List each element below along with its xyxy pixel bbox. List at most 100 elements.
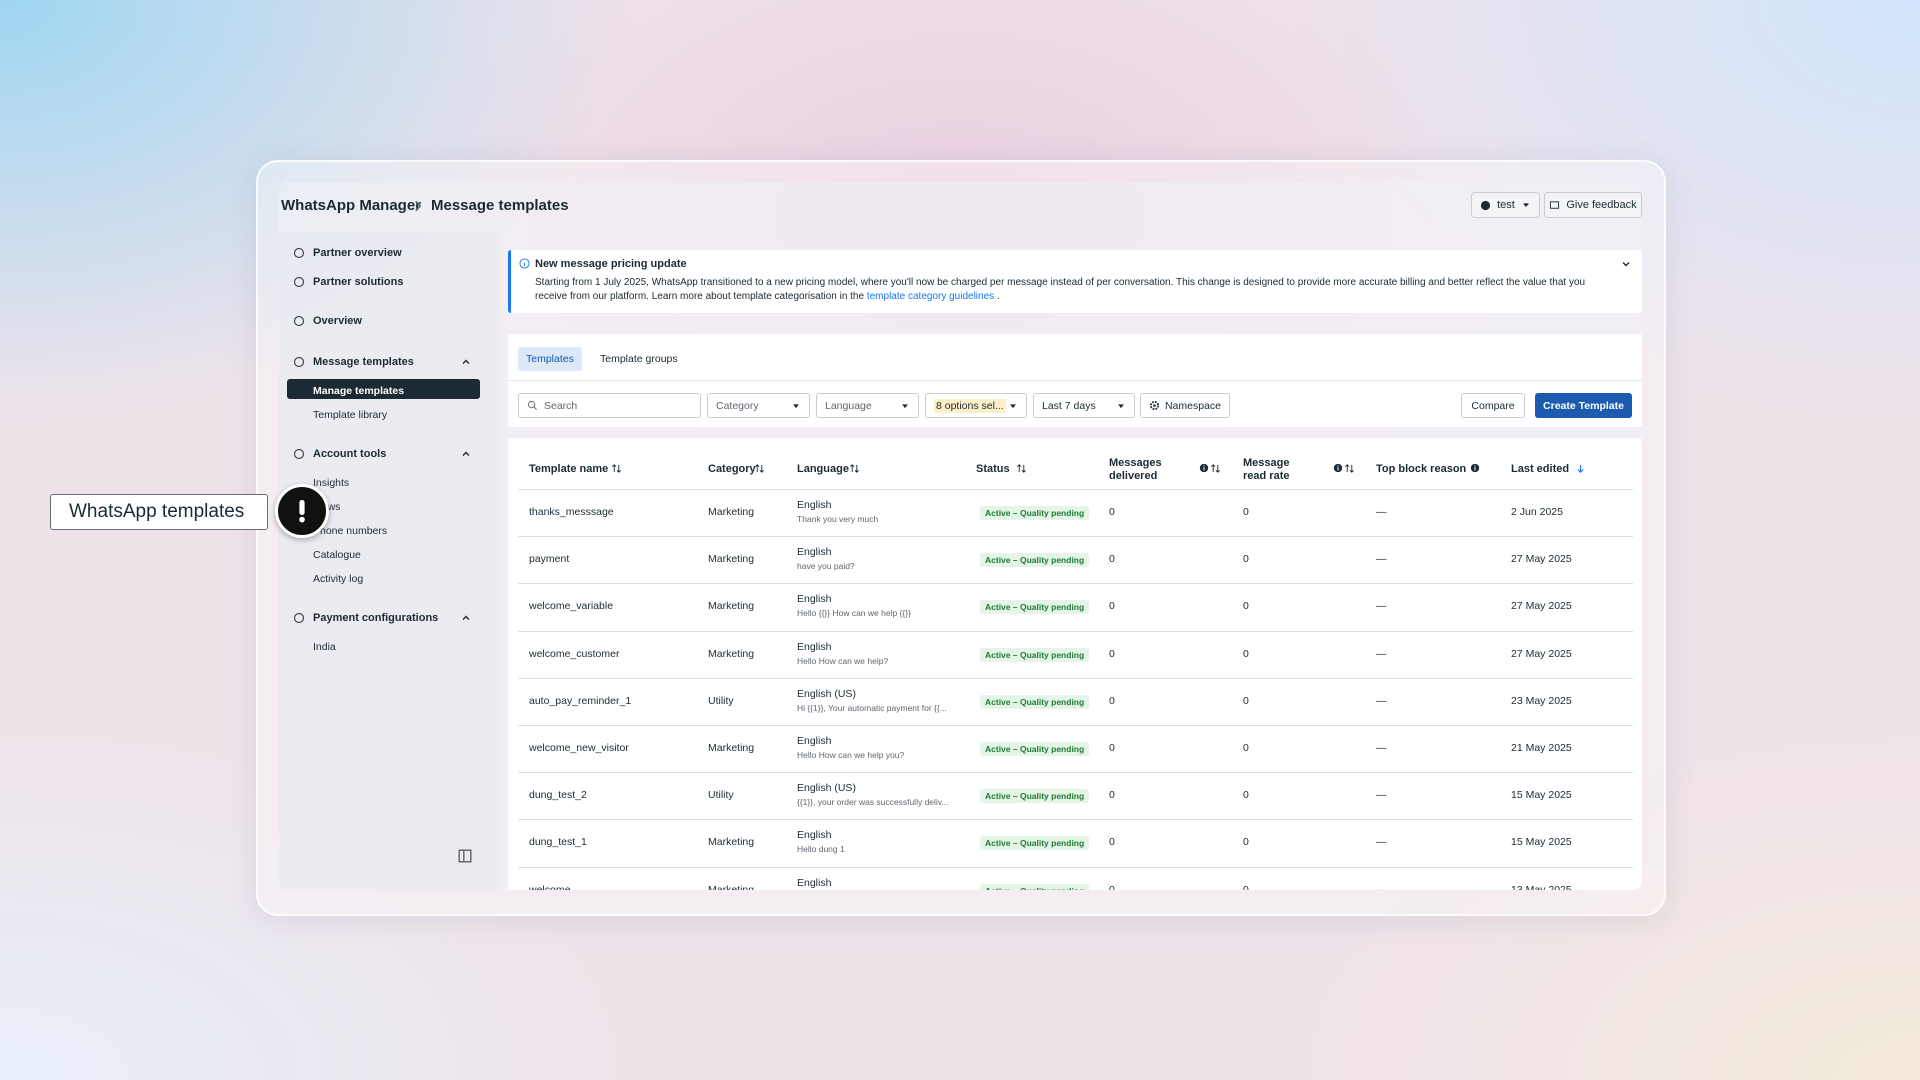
row-divider: [518, 630, 1633, 632]
feedback-icon: [1550, 200, 1560, 209]
nav-item[interactable]: Partner overview: [313, 247, 402, 259]
template-name[interactable]: welcome_variable: [529, 600, 614, 613]
cell: —: [1376, 694, 1387, 707]
cell: 0: [1109, 600, 1115, 613]
filter-dropdown[interactable]: 8 options sel...: [925, 393, 1027, 418]
template-name[interactable]: welcome: [529, 883, 571, 890]
sort-icon: [1345, 464, 1354, 473]
sort-icon: [850, 464, 859, 473]
gear-icon: [1149, 400, 1160, 411]
language: English (US): [797, 782, 856, 795]
cell: 0: [1243, 883, 1249, 890]
language: English: [797, 593, 832, 606]
banner-toggle: [1622, 262, 1630, 267]
section-icon: [293, 448, 305, 460]
nav-subitem[interactable]: Manage templates: [313, 385, 405, 397]
status-badge: Active – Quality pending: [980, 789, 1090, 804]
feedback-button[interactable]: Give feedback: [1544, 192, 1642, 218]
breadcrumb-separator: [415, 200, 422, 212]
exclamation: [299, 500, 305, 523]
nav-subitem[interactable]: Template library: [313, 409, 388, 421]
section-title[interactable]: Payment configurations: [313, 612, 439, 624]
row-divider: [518, 489, 1633, 490]
template-name[interactable]: auto_pay_reminder_1: [529, 694, 632, 707]
cell: Marketing: [708, 600, 755, 613]
template-preview: Hi {{1}}, Your automatic payment for {{.…: [797, 702, 947, 713]
nav-subitem[interactable]: India: [313, 641, 336, 653]
create-template-button[interactable]: Create Template: [1535, 393, 1632, 418]
filter-label: Last 7 days: [1042, 399, 1096, 412]
collapse-sidebar-icon: [458, 849, 472, 863]
cell: 15 May 2025: [1511, 836, 1572, 849]
tab[interactable]: Template groups: [600, 353, 678, 365]
nav-item[interactable]: Overview: [313, 315, 362, 327]
caret: [902, 403, 908, 408]
cell: —: [1376, 883, 1387, 890]
tab-active[interactable]: Templates: [518, 347, 582, 371]
cell: 15 May 2025: [1511, 789, 1572, 802]
column-header[interactable]: Top block reason: [1376, 463, 1467, 475]
nav-subitem[interactable]: Activity log: [313, 573, 364, 585]
sort-icon: [755, 464, 764, 473]
template-name[interactable]: dung_test_1: [529, 836, 587, 849]
filter-dropdown[interactable]: Language: [816, 393, 919, 418]
sort-icon: [1017, 464, 1026, 473]
language: English: [797, 499, 832, 511]
template-preview: Hello How can we help you?: [797, 750, 905, 760]
column-header[interactable]: Messages delivered: [1109, 457, 1162, 482]
nav-subitem[interactable]: Catalogue: [313, 549, 361, 561]
cell: 0: [1109, 836, 1115, 849]
section-title[interactable]: Account tools: [313, 448, 387, 460]
template-preview: have you paid?: [797, 561, 855, 572]
nav-subitem[interactable]: Phone numbers: [313, 525, 388, 537]
templates-table: Template name Category Language Status Messa…: [508, 438, 1642, 890]
account-selector[interactable]: test: [1471, 192, 1540, 218]
column-header[interactable]: Status: [976, 463, 1010, 475]
search-placeholder: Search: [544, 399, 578, 412]
section-title[interactable]: Message templates: [313, 356, 414, 368]
filter-label: 8 options sel...: [934, 398, 1006, 413]
template-name[interactable]: welcome_new_visitor: [529, 742, 629, 754]
column-header[interactable]: Template name: [529, 463, 609, 475]
column-header[interactable]: Language: [797, 463, 849, 475]
template-name[interactable]: payment: [529, 553, 570, 566]
language: English: [797, 735, 832, 747]
row-divider: [518, 866, 1633, 868]
language: English: [797, 829, 832, 842]
filter-dropdown[interactable]: Last 7 days: [1033, 393, 1135, 418]
namespace-button[interactable]: Namespace: [1140, 393, 1230, 418]
status-badge: Active – Quality pending: [980, 553, 1090, 568]
cell: Marketing: [708, 742, 755, 754]
template-name[interactable]: thanks_messsage: [529, 506, 614, 518]
template-name[interactable]: welcome_customer: [529, 647, 620, 660]
column-header[interactable]: Category: [708, 463, 756, 475]
column-header[interactable]: Message read rate: [1243, 457, 1290, 482]
nav-item[interactable]: Partner solutions: [313, 276, 404, 288]
sort-icon: [612, 464, 621, 473]
column-header[interactable]: Last edited: [1511, 463, 1570, 475]
template-preview: Hello dung 1: [797, 844, 845, 855]
template-name[interactable]: dung_test_2: [529, 789, 587, 802]
cell: 0: [1243, 553, 1249, 566]
info-icon: [1470, 463, 1480, 473]
cell: Marketing: [708, 553, 755, 566]
compare-button[interactable]: Compare: [1461, 393, 1525, 418]
info-icon: [1333, 463, 1343, 473]
search-icon: [527, 400, 537, 410]
cell: 0: [1109, 789, 1115, 802]
filter-dropdown[interactable]: Category: [707, 393, 810, 418]
status-badge: Active – Quality pending: [980, 647, 1090, 662]
info-icon: [519, 258, 530, 269]
banner-link[interactable]: template category guidelines: [866, 291, 995, 302]
banner-body: Starting from 1 July 2025, WhatsApp tran…: [535, 277, 1586, 302]
cell: 13 May 2025: [1511, 883, 1572, 890]
cell: 23 May 2025: [1511, 694, 1572, 707]
cell: 2 Jun 2025: [1511, 506, 1563, 518]
cell: 0: [1243, 789, 1249, 802]
cell: 0: [1109, 742, 1115, 754]
search-input[interactable]: Search: [518, 393, 701, 418]
breadcrumb-app[interactable]: WhatsApp Manager: [281, 197, 422, 214]
row-divider: [518, 772, 1633, 774]
nav-subitem[interactable]: Insights: [313, 477, 350, 489]
